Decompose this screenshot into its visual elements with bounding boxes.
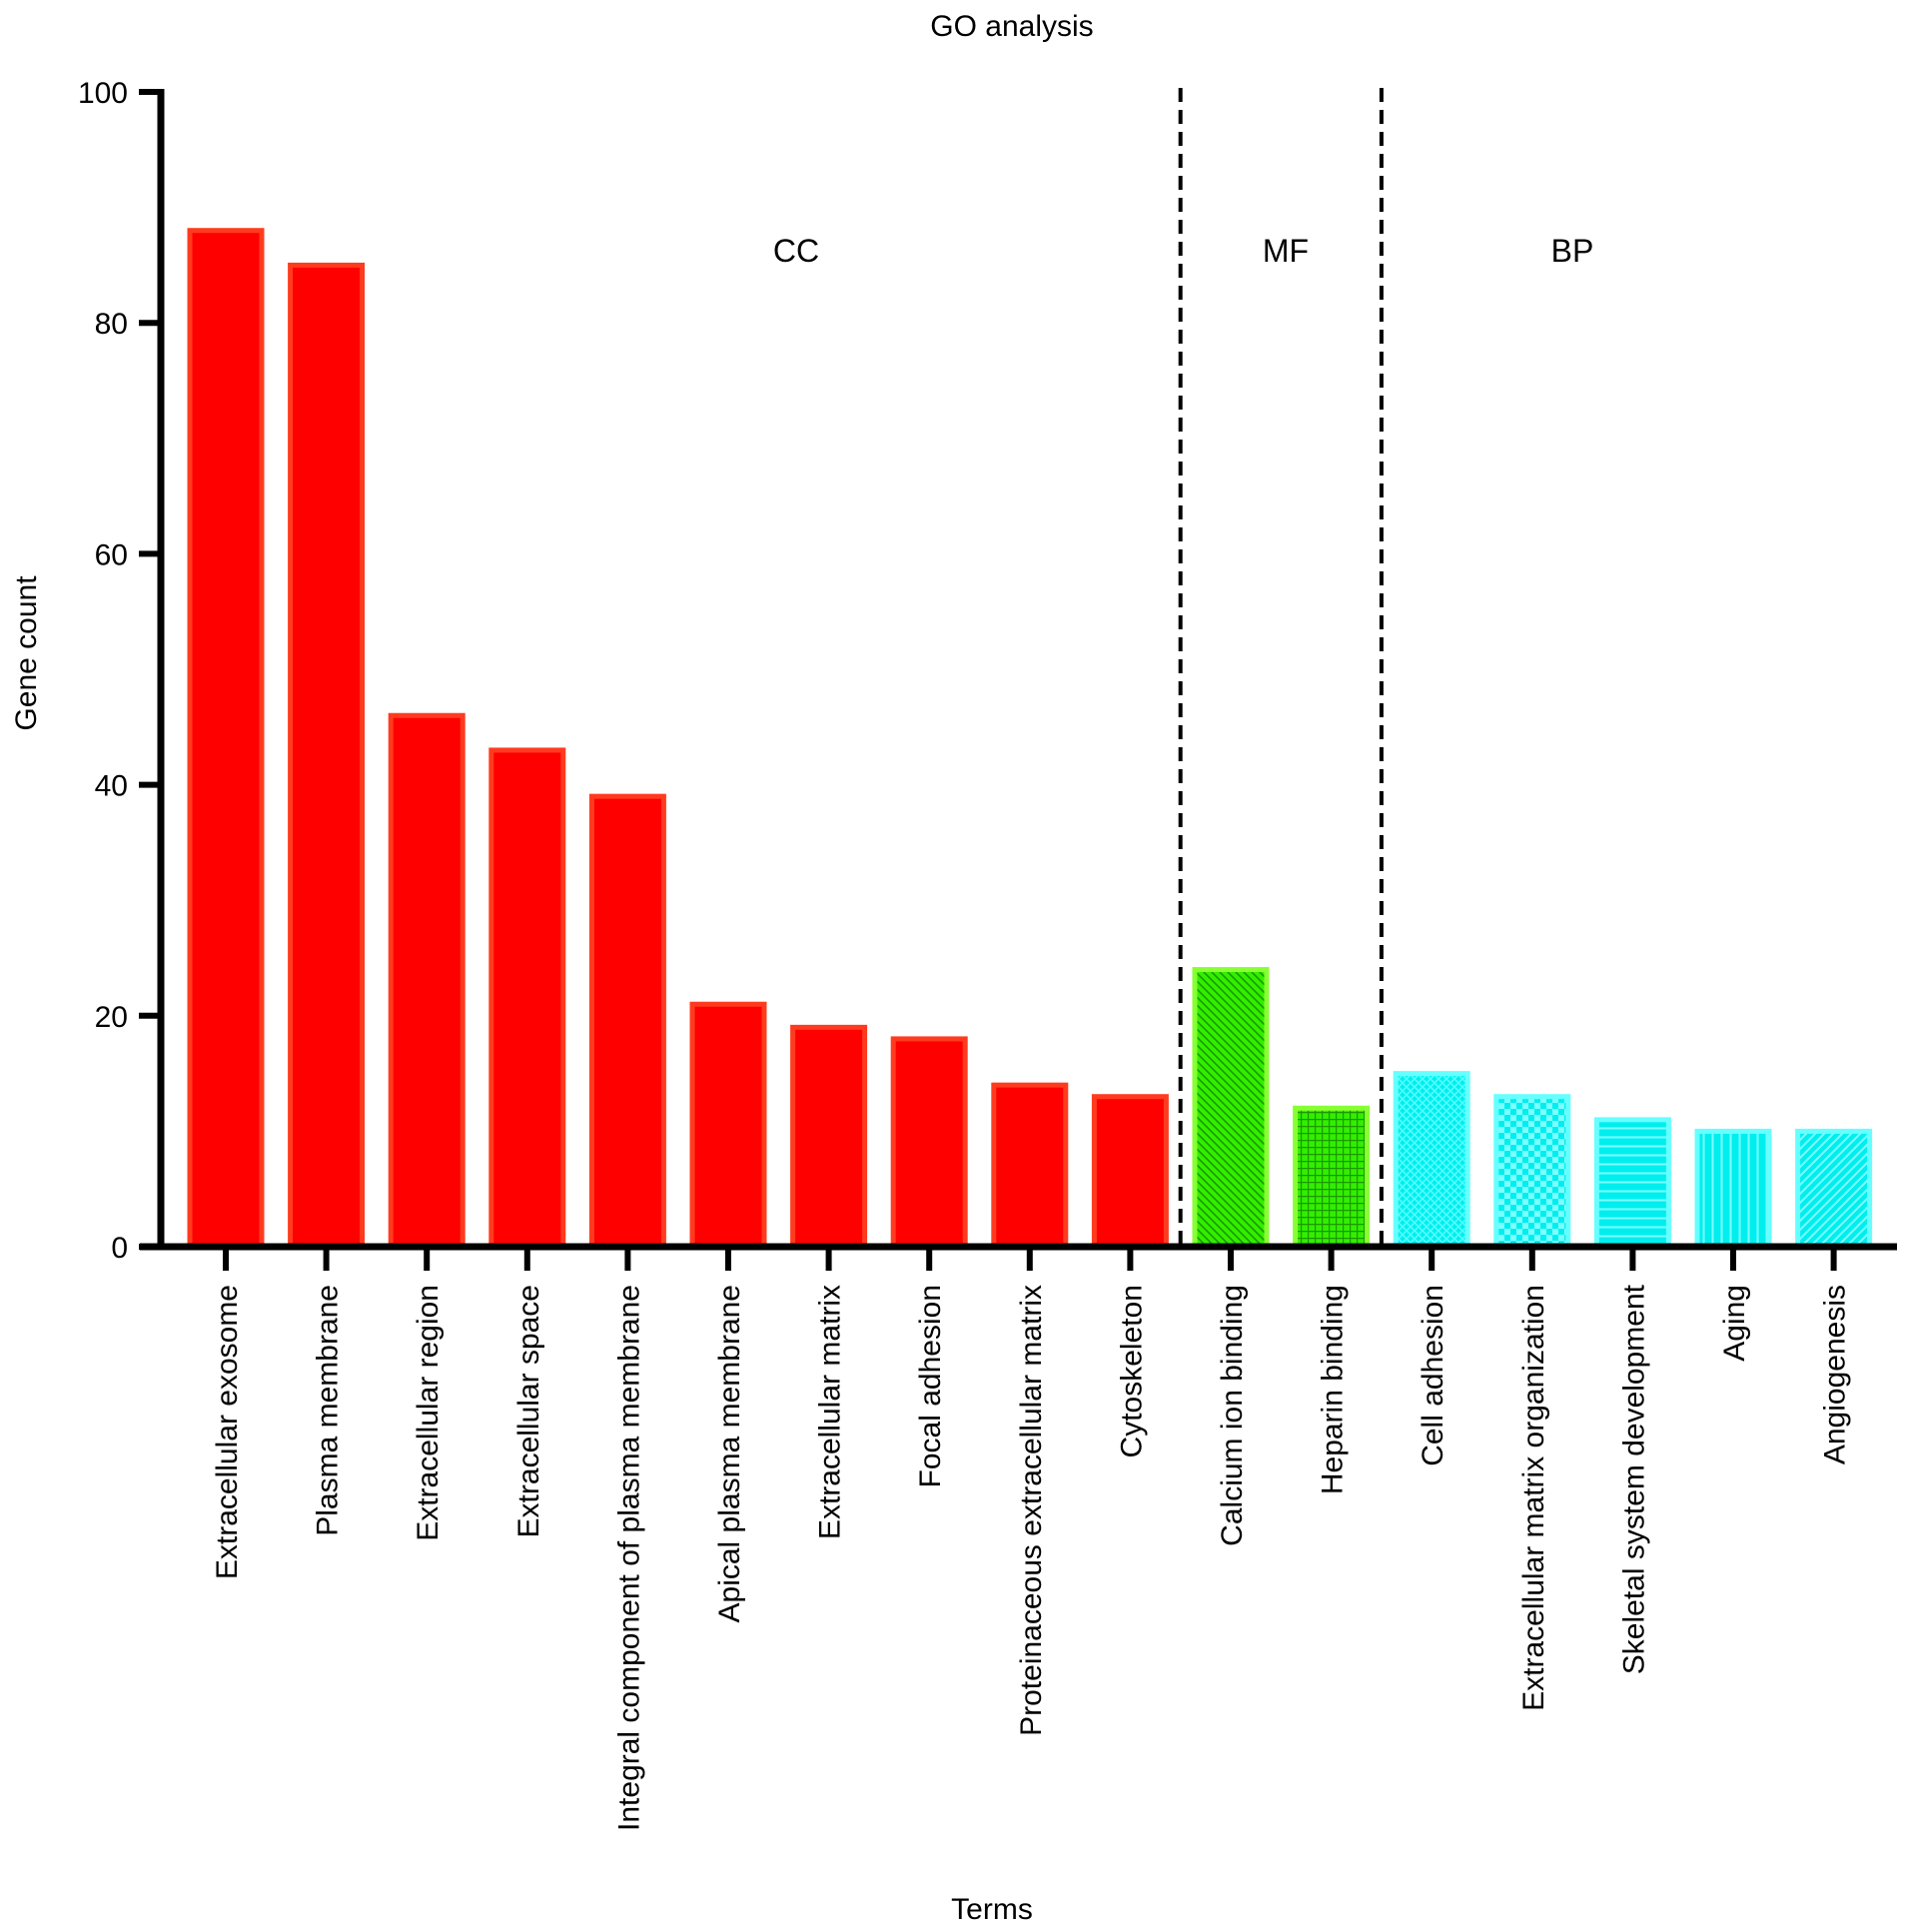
x-tick-label: Cytoskeleton [1115,1285,1148,1457]
x-tick-label: Apical plasma membrane [713,1285,746,1622]
bar-proteinaceous-extracellular-matrix [991,1082,1069,1250]
bar-skeletal-system-development [1593,1117,1671,1250]
bar-angiogenesis [1795,1128,1873,1250]
bar-cytoskeleton [1091,1094,1169,1250]
x-tick-label: Proteinaceous extracellular matrix [1015,1285,1048,1736]
bar-calcium-ion-binding [1192,967,1270,1250]
bar-extracellular-matrix [790,1024,868,1250]
x-tick-label: Integral component of plasma membrane [612,1285,645,1831]
x-tick-label: Extracellular matrix organization [1517,1285,1550,1711]
x-tick-label: Plasma membrane [312,1285,345,1536]
x-tick-label: Extracellular exosome [211,1285,244,1579]
x-tick-label: Aging [1718,1285,1751,1362]
x-axis: Extracellular exosome Plasma membrane Extr… [140,1243,1897,1831]
x-axis-ticks [223,1247,1837,1271]
bar-heparin-binding [1293,1105,1371,1250]
y-axis-label: Gene count [10,575,43,731]
y-axis-ticks: 0 20 40 60 80 100 [78,77,161,1265]
group-label-cc: CC [773,233,819,269]
bar-extracellular-space [488,747,566,1250]
group-label-bp: BP [1551,233,1594,269]
x-tick-label: Focal adhesion [914,1285,947,1487]
group-dividers [1178,88,1384,1245]
bar-apical-plasma-membrane [689,1001,767,1250]
y-tick-label: 60 [95,538,128,571]
bar-cell-adhesion [1393,1071,1470,1250]
x-tick-label: Angiogenesis [1819,1285,1852,1464]
bars [187,228,1873,1250]
x-axis-label: Terms [951,1893,1033,1926]
y-tick-label: 40 [95,770,128,803]
bar-plasma-membrane [288,262,366,1250]
y-tick-label: 100 [78,77,128,110]
bar-integral-component-of-plasma-membrane [588,793,666,1250]
x-tick-label: Extracellular region [412,1285,445,1541]
x-tick-label: Extracellular matrix [814,1285,847,1539]
x-tick-label: Extracellular space [512,1285,545,1537]
bar-focal-adhesion [890,1036,968,1250]
bar-aging [1694,1128,1772,1250]
group-label-mf: MF [1263,233,1309,269]
bar-extracellular-matrix-organization [1493,1094,1571,1250]
group-labels: CC MF BP [773,233,1593,269]
chart-title: GO analysis [930,10,1093,43]
y-tick-label: 80 [95,308,128,341]
x-axis-tick-labels: Extracellular exosome Plasma membrane Extr… [211,1284,1852,1831]
x-tick-label: Calcium ion binding [1216,1285,1249,1546]
y-tick-label: 0 [111,1232,128,1265]
y-tick-label: 20 [95,1001,128,1034]
x-tick-label: Cell adhesion [1417,1285,1449,1466]
x-tick-label: Skeletal system development [1617,1284,1650,1674]
y-axis: 0 20 40 60 80 100 [78,77,165,1265]
bar-extracellular-region [388,712,466,1250]
bar-extracellular-exosome [187,228,265,1250]
x-tick-label: Heparin binding [1317,1285,1350,1494]
